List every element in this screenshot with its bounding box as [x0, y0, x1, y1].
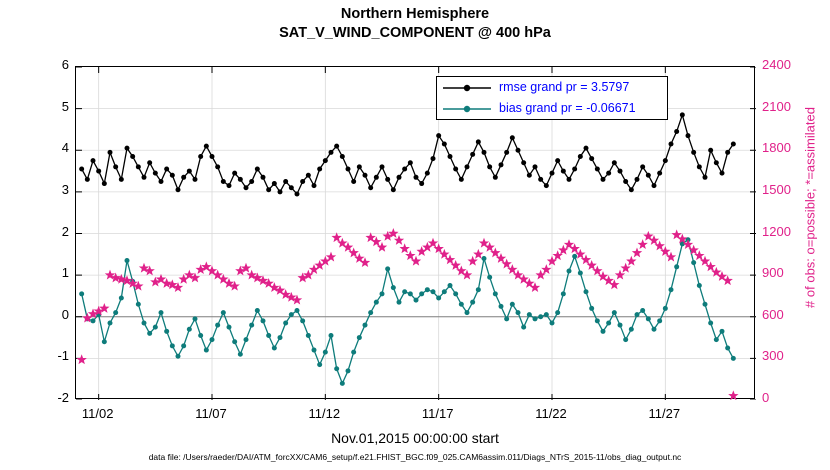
legend: rmse grand pr = 3.5797 bias grand pr = -…	[436, 76, 668, 120]
legend-item-bias: bias grand pr = -0.06671	[437, 98, 669, 120]
y-tick-label: 4	[61, 140, 69, 156]
y2-tick-label: 300	[762, 348, 784, 364]
x-tick-label: 11/12	[308, 406, 341, 421]
y2-tick-label: 2400	[762, 57, 791, 72]
legend-bias-swatch	[443, 105, 491, 113]
page-subtitle: SAT_V_WIND_COMPONENT @ 400 hPa	[279, 25, 551, 41]
y-tick-label: 5	[61, 98, 69, 114]
y2-tick-label: 1500	[762, 181, 791, 197]
y-tick-label: 2	[61, 223, 69, 239]
x-tick-label: 11/27	[648, 406, 681, 421]
legend-rmse-swatch	[443, 84, 491, 92]
legend-item-rmse: rmse grand pr = 3.5797	[437, 77, 669, 99]
x-tick-label: 11/22	[535, 406, 567, 421]
legend-bias-label: bias grand pr = -0.06671	[499, 101, 636, 115]
y2-tick-label: 0	[762, 390, 770, 405]
y-tick-label: 0	[61, 306, 69, 322]
legend-rmse-label: rmse grand pr = 3.5797	[499, 80, 630, 94]
data-file-caption: data file: /Users/raeder/DAI/ATM_forcXX/…	[148, 452, 682, 462]
y-tick-label: 3	[61, 181, 69, 197]
x-tick-label: 11/02	[81, 406, 114, 421]
x-tick-label: 11/17	[421, 406, 454, 421]
y-tick-label: -2	[57, 390, 69, 405]
y-tick-label: -1	[57, 348, 69, 364]
page-title: Northern Hemisphere	[340, 6, 490, 22]
y-tick-label: 1	[61, 265, 69, 281]
y2-tick-label: 600	[762, 306, 784, 322]
x-tick-label: 11/07	[195, 406, 227, 421]
y-tick-label: 6	[61, 57, 69, 72]
y2-tick-label: 900	[762, 265, 784, 281]
y2-tick-label: 1200	[762, 223, 791, 239]
y2-tick-label: 2100	[762, 98, 791, 114]
plot-area	[75, 66, 756, 400]
y2-tick-label: 1800	[762, 140, 791, 156]
x-axis-label: Nov.01,2015 00:00:00 start	[331, 430, 499, 446]
data-layer	[76, 112, 739, 400]
